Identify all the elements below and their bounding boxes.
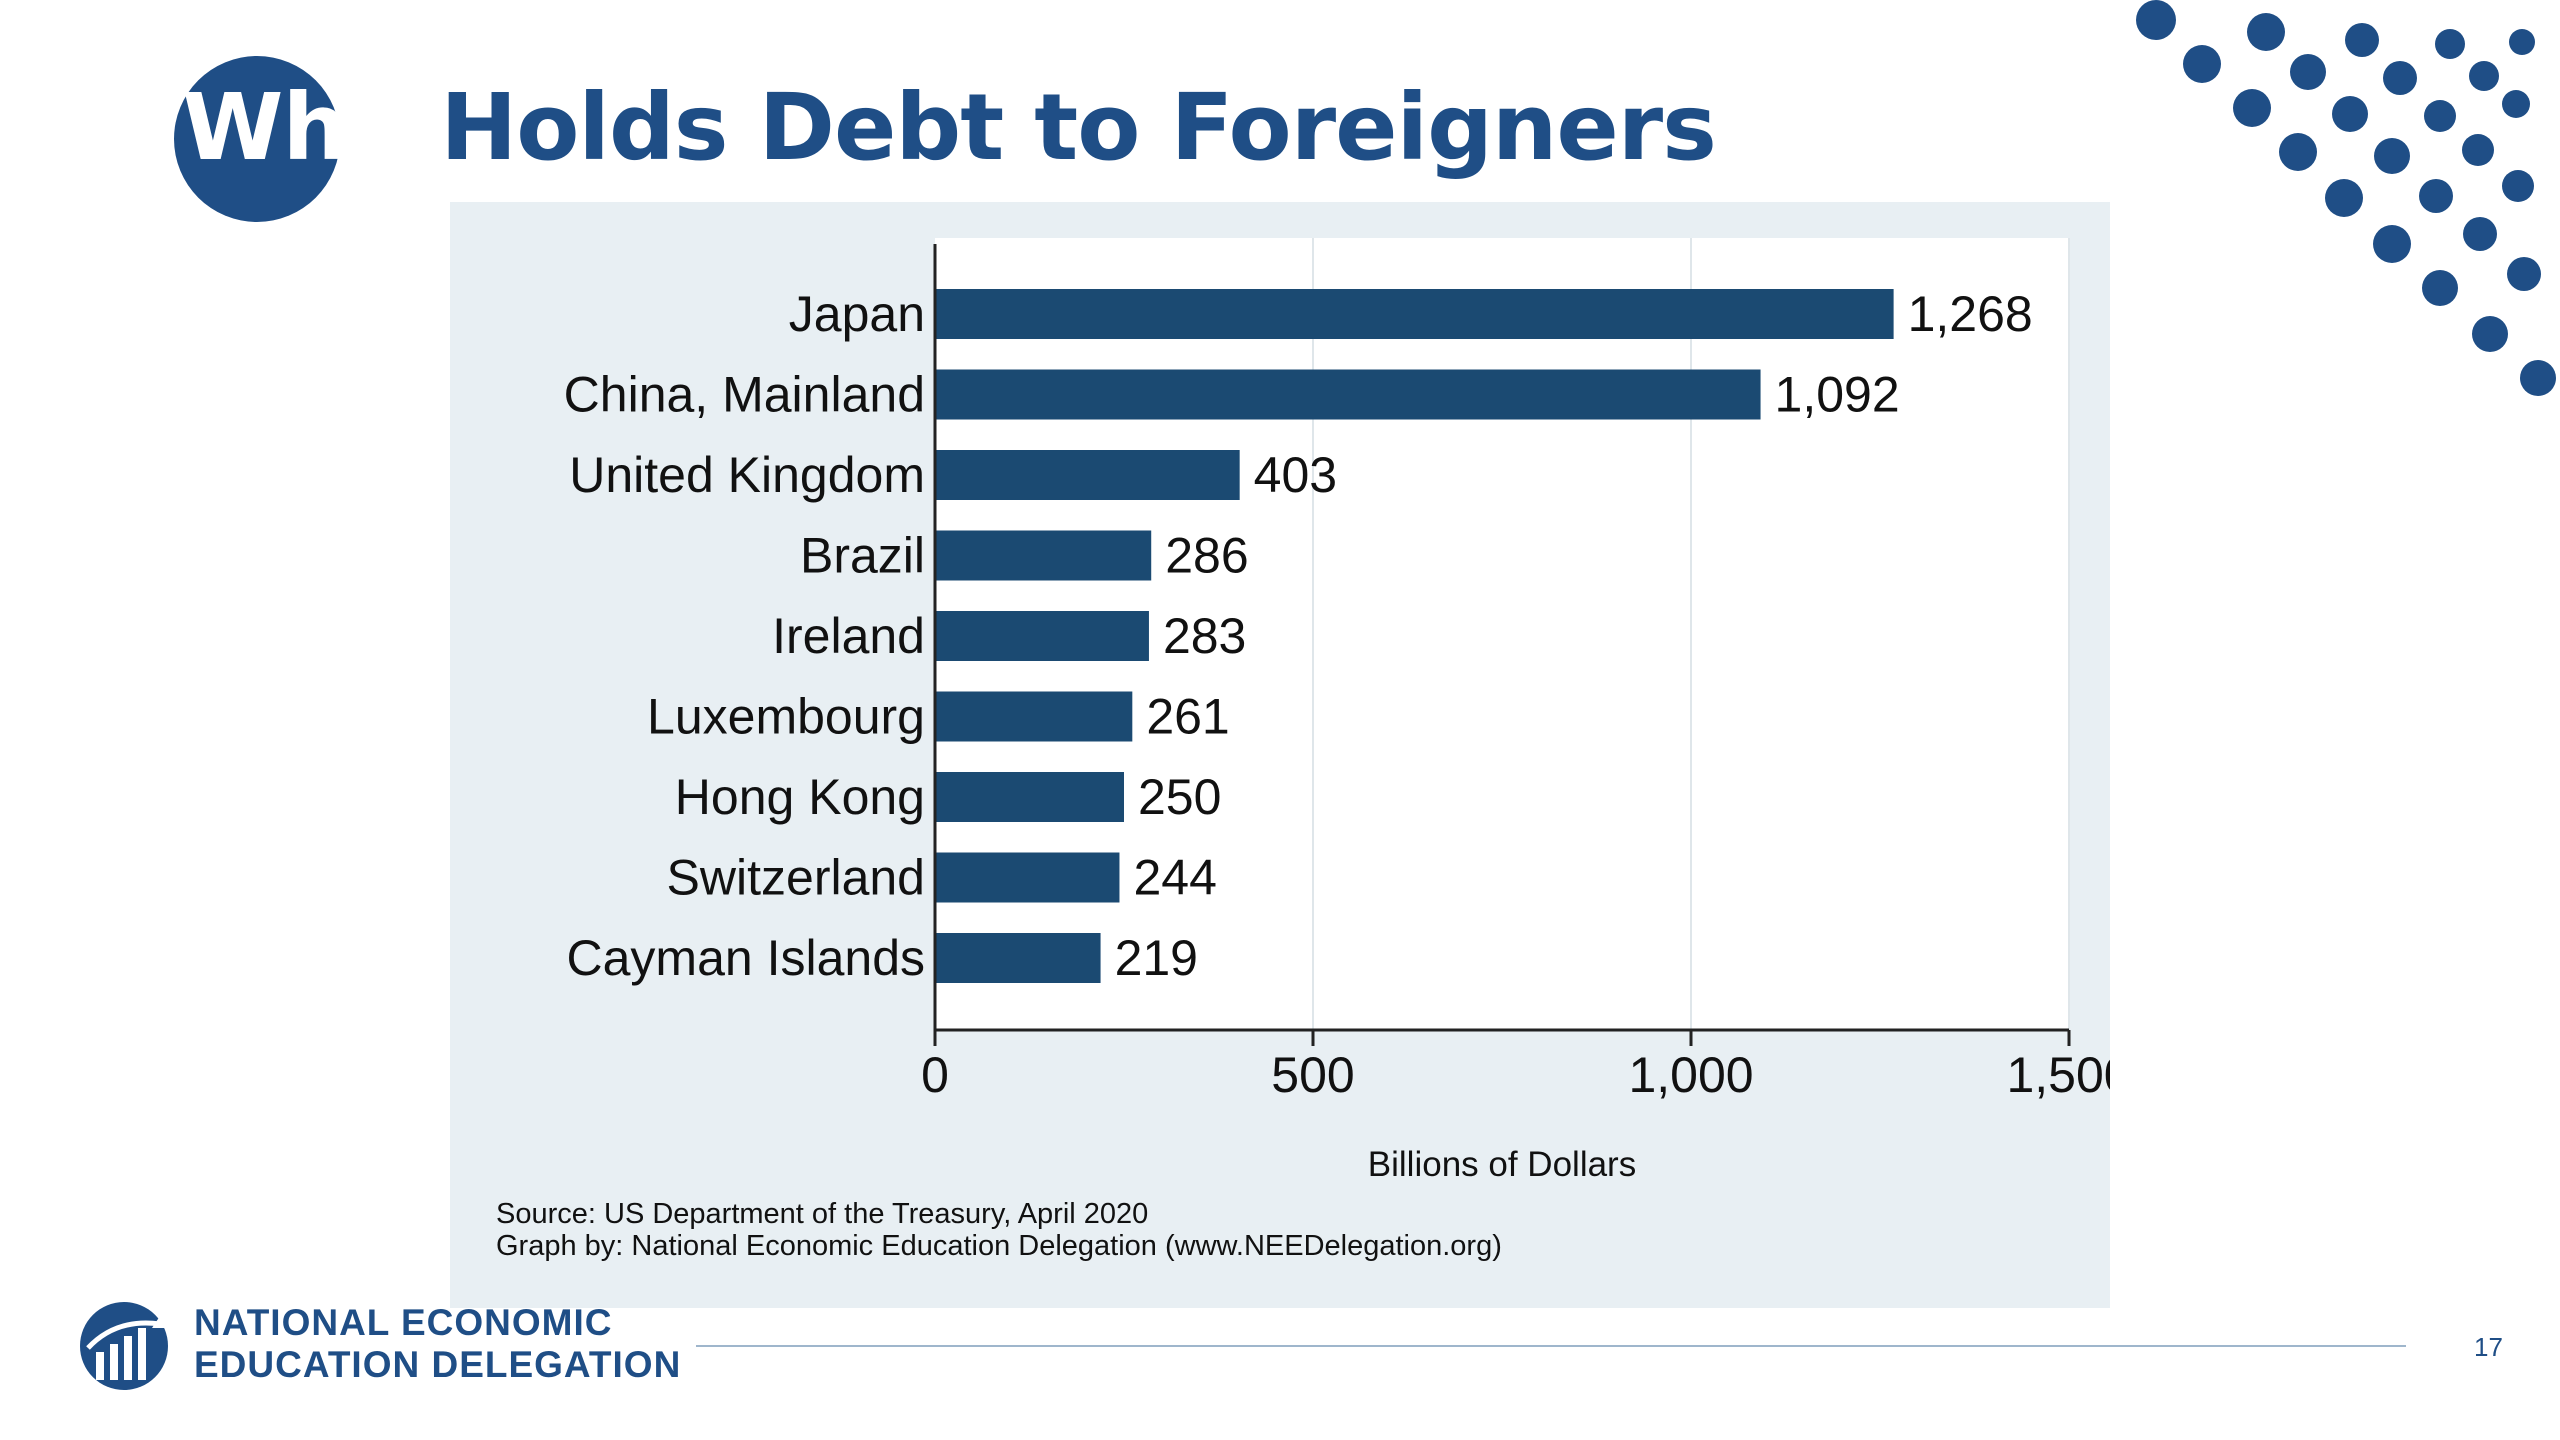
bar [935,933,1101,983]
footer-divider [696,1345,2406,1347]
bar [935,772,1124,822]
data-label: 261 [1146,689,1229,745]
data-label: 1,092 [1775,367,1900,423]
data-label: 286 [1165,528,1248,584]
bar [935,450,1240,500]
x-tick-label: 1,500 [2006,1047,2110,1103]
title-lead-word: Who [182,74,410,181]
title-circle-accent [174,56,340,222]
org-name: NATIONAL ECONOMIC EDUCATION DELEGATION [194,1302,681,1386]
category-label: China, Mainland [564,367,925,423]
category-label: Hong Kong [675,769,925,825]
bar [935,691,1133,742]
bar [935,289,1894,339]
data-label: 283 [1163,608,1246,664]
category-label: Ireland [772,608,925,664]
chart-panel: Japan 1,268 China, Mainland 1,092 United Kin… [450,202,2110,1308]
chart-source: Source: US Department of the Treasury, A… [496,1198,1502,1262]
data-label: 219 [1115,930,1198,986]
category-label: United Kingdom [569,447,925,503]
x-axis-title: Billions of Dollars [1368,1145,1636,1184]
org-name-line1: NATIONAL ECONOMIC [194,1302,613,1343]
category-label: Japan [789,286,925,342]
category-label: Brazil [800,528,925,584]
source-line: Source: US Department of the Treasury, A… [496,1198,1149,1230]
category-label: Switzerland [667,850,925,906]
nee-logo-icon [80,1302,168,1390]
graph-credit-line: Graph by: National Economic Education De… [496,1230,1502,1262]
bar [935,530,1152,581]
bar [935,369,1761,420]
data-label: 244 [1133,850,1216,906]
data-label: 250 [1138,769,1221,825]
bar [935,852,1120,903]
category-label: Cayman Islands [567,930,926,986]
bar-chart: Japan 1,268 China, Mainland 1,092 United Kin… [564,238,2110,1184]
x-tick-label: 0 [921,1047,949,1103]
page-number: 17 [2474,1332,2503,1362]
data-label: 1,268 [1908,286,2033,342]
title-rest: Holds Debt to Foreigners [409,74,1717,181]
data-label: 403 [1254,447,1337,503]
category-label: Luxembourg [647,689,925,745]
x-tick-label: 500 [1271,1047,1354,1103]
title-text: Who Holds Debt to Foreigners [182,82,1717,174]
bar [935,611,1149,661]
x-tick-label: 1,000 [1628,1047,1753,1103]
org-name-line2: EDUCATION DELEGATION [194,1344,682,1385]
